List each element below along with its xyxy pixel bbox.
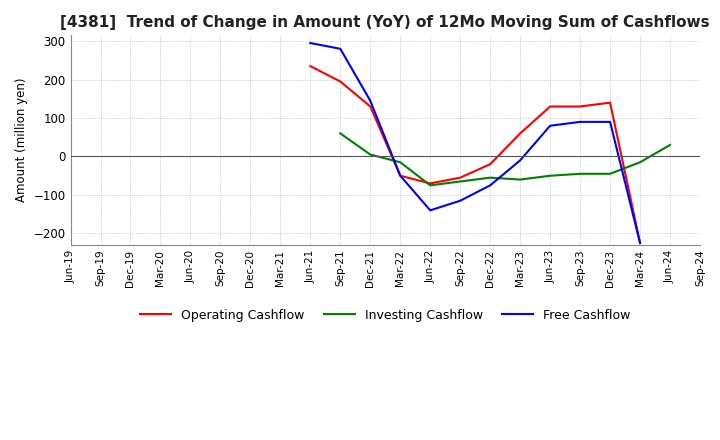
- Operating Cashflow: [486, 161, 495, 167]
- Operating Cashflow: [576, 104, 585, 109]
- Line: Investing Cashflow: Investing Cashflow: [341, 133, 670, 185]
- Investing Cashflow: [486, 175, 495, 180]
- Line: Operating Cashflow: Operating Cashflow: [310, 66, 640, 243]
- Operating Cashflow: [336, 79, 345, 84]
- Investing Cashflow: [456, 179, 464, 184]
- Operating Cashflow: [546, 104, 554, 109]
- Free Cashflow: [336, 46, 345, 51]
- Operating Cashflow: [396, 173, 405, 178]
- Free Cashflow: [366, 98, 374, 103]
- Free Cashflow: [486, 183, 495, 188]
- Free Cashflow: [636, 240, 644, 246]
- Investing Cashflow: [426, 183, 435, 188]
- Free Cashflow: [306, 40, 315, 46]
- Free Cashflow: [516, 158, 524, 163]
- Operating Cashflow: [636, 240, 644, 246]
- Investing Cashflow: [546, 173, 554, 178]
- Free Cashflow: [546, 123, 554, 128]
- Operating Cashflow: [606, 100, 614, 105]
- Free Cashflow: [426, 208, 435, 213]
- Investing Cashflow: [336, 131, 345, 136]
- Investing Cashflow: [366, 152, 374, 157]
- Free Cashflow: [456, 198, 464, 203]
- Investing Cashflow: [636, 160, 644, 165]
- Operating Cashflow: [366, 104, 374, 109]
- Title: [4381]  Trend of Change in Amount (YoY) of 12Mo Moving Sum of Cashflows: [4381] Trend of Change in Amount (YoY) o…: [60, 15, 710, 30]
- Free Cashflow: [576, 119, 585, 125]
- Investing Cashflow: [396, 160, 405, 165]
- Legend: Operating Cashflow, Investing Cashflow, Free Cashflow: Operating Cashflow, Investing Cashflow, …: [135, 304, 635, 327]
- Operating Cashflow: [516, 131, 524, 136]
- Y-axis label: Amount (million yen): Amount (million yen): [15, 78, 28, 202]
- Free Cashflow: [606, 119, 614, 125]
- Investing Cashflow: [516, 177, 524, 182]
- Investing Cashflow: [666, 142, 675, 147]
- Operating Cashflow: [426, 181, 435, 186]
- Investing Cashflow: [606, 171, 614, 176]
- Line: Free Cashflow: Free Cashflow: [310, 43, 640, 243]
- Investing Cashflow: [576, 171, 585, 176]
- Free Cashflow: [396, 173, 405, 178]
- Operating Cashflow: [456, 175, 464, 180]
- Operating Cashflow: [306, 63, 315, 69]
